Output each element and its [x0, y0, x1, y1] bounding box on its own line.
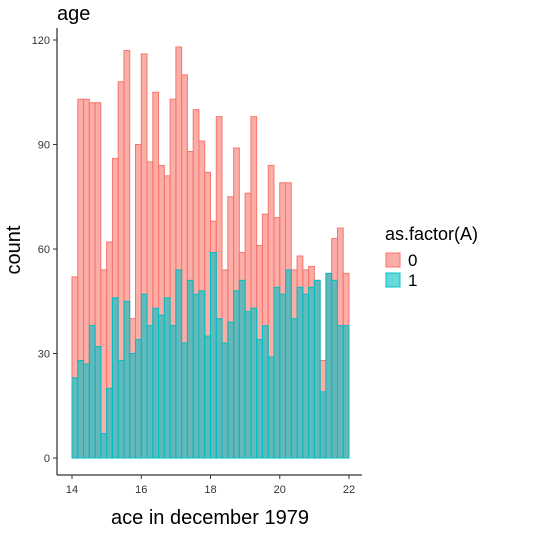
bar: [221, 342, 229, 459]
y-tick-label: 120: [32, 35, 50, 47]
y-tick-label: 90: [38, 140, 50, 152]
bar: [256, 339, 263, 459]
bar: [227, 321, 235, 459]
bar: [204, 335, 211, 459]
legend-swatch: [385, 252, 401, 268]
bar: [106, 387, 113, 459]
bar: [331, 279, 338, 459]
chart-title: age: [57, 3, 90, 25]
bar: [215, 318, 223, 459]
legend-label: 1: [408, 271, 417, 290]
y-axis-label: count: [3, 225, 25, 274]
bar: [192, 293, 200, 459]
bar: [77, 359, 85, 459]
bar: [83, 363, 90, 459]
bar: [261, 325, 269, 459]
bar: [100, 269, 108, 459]
x-tick-label: 20: [274, 484, 286, 496]
bar: [158, 314, 165, 459]
bar: [181, 342, 188, 459]
bar: [210, 251, 217, 459]
bar: [111, 297, 119, 459]
bar: [325, 272, 333, 459]
bar: [250, 307, 258, 459]
bar: [233, 290, 240, 459]
y-tick-label: 30: [38, 349, 50, 361]
bar: [279, 293, 287, 459]
bar: [152, 307, 160, 459]
bar: [308, 286, 315, 459]
bar: [169, 325, 177, 459]
x-tick-label: 18: [204, 484, 216, 496]
x-tick-label: 14: [66, 484, 78, 496]
bar: [100, 433, 108, 459]
bar: [88, 325, 96, 459]
bar: [134, 339, 142, 459]
bar: [123, 300, 131, 459]
bar: [238, 279, 246, 459]
bar: [71, 377, 79, 459]
x-tick-label: 16: [135, 484, 147, 496]
legend-title: as.factor(A): [385, 224, 478, 244]
bar: [175, 269, 183, 459]
bar: [302, 293, 310, 459]
bar: [336, 325, 344, 459]
bar: [244, 311, 252, 459]
bar: [146, 325, 154, 459]
bar: [198, 290, 206, 459]
y-tick-label: 60: [38, 244, 50, 256]
bar: [129, 353, 136, 459]
bar: [319, 391, 327, 459]
y-tick-label: 0: [44, 453, 50, 465]
x-tick-label: 22: [343, 484, 355, 496]
legend-swatch: [385, 272, 401, 288]
legend-label: 0: [408, 251, 417, 270]
bar: [94, 346, 102, 459]
bar: [267, 356, 275, 459]
bar: [117, 359, 125, 459]
bar: [273, 286, 281, 459]
bar: [342, 325, 350, 459]
x-axis-label: ace in december 1979: [111, 507, 309, 529]
bar: [186, 279, 194, 459]
bar: [313, 279, 321, 459]
bar: [290, 318, 298, 459]
bar: [285, 269, 292, 459]
bar: [140, 293, 148, 459]
bar: [296, 286, 304, 459]
bar: [163, 297, 171, 459]
